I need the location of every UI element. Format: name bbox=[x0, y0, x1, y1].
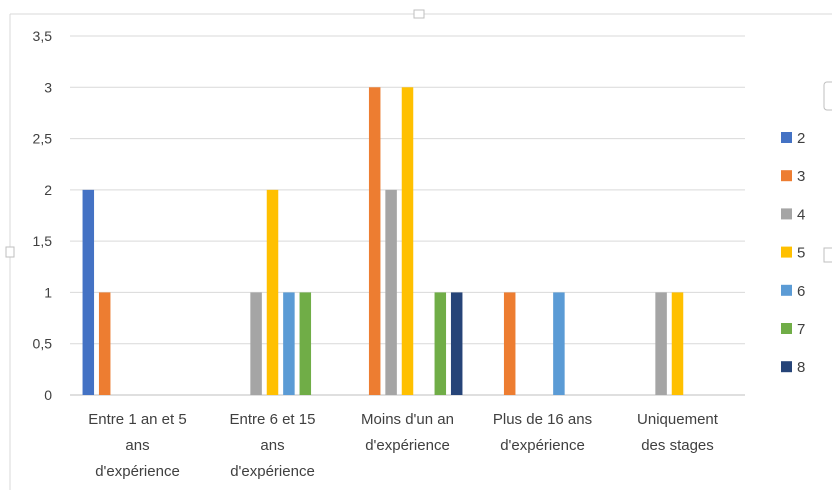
legend-label: 2 bbox=[797, 130, 805, 147]
legend-label: 5 bbox=[797, 245, 805, 262]
bar-series-7[interactable] bbox=[299, 292, 312, 395]
resize-handle-top[interactable] bbox=[413, 9, 425, 19]
legend-label: 6 bbox=[797, 283, 805, 300]
bar-series-5[interactable] bbox=[266, 189, 279, 395]
bar-series-5[interactable] bbox=[401, 87, 414, 396]
legend-swatch[interactable] bbox=[781, 170, 792, 182]
x-axis: Entre 1 an et 5 ans d'expérience Entre 6 et… bbox=[88, 411, 718, 480]
y-axis: 0 0,5 1 1,5 2 2,5 3 3,5 bbox=[33, 28, 53, 403]
x-tick-label: Uniquement bbox=[637, 411, 719, 428]
legend-swatch[interactable] bbox=[781, 132, 792, 143]
legend-label: 8 bbox=[797, 359, 805, 376]
chart-filter-handle[interactable] bbox=[823, 247, 832, 263]
x-tick-label: Moins d'un an bbox=[361, 411, 454, 428]
x-tick-label: d'expérience bbox=[95, 463, 180, 480]
bar-series-4[interactable] bbox=[385, 189, 397, 395]
chart-elements-button[interactable] bbox=[823, 81, 832, 111]
legend-swatch[interactable] bbox=[781, 361, 792, 373]
legend: 2 3 4 5 6 7 8 bbox=[781, 130, 805, 376]
legend-swatch[interactable] bbox=[781, 208, 792, 220]
x-tick-label: Plus de 16 ans bbox=[493, 411, 592, 428]
resize-handle-left[interactable] bbox=[5, 246, 15, 258]
y-tick-label: 1,5 bbox=[33, 233, 53, 249]
bar-series-4[interactable] bbox=[250, 292, 262, 395]
bar-series-3[interactable] bbox=[98, 292, 111, 395]
y-tick-label: 2,5 bbox=[33, 131, 53, 147]
bar-series-6[interactable] bbox=[283, 292, 295, 395]
x-tick-label: ans bbox=[125, 437, 149, 454]
x-tick-label: d'expérience bbox=[500, 437, 585, 454]
bar-series-3[interactable] bbox=[503, 292, 516, 395]
x-tick-label: d'expérience bbox=[365, 437, 450, 454]
x-tick-label: Entre 1 an et 5 bbox=[88, 411, 186, 428]
y-tick-label: 3 bbox=[44, 79, 52, 95]
legend-swatch[interactable] bbox=[781, 246, 792, 258]
bars bbox=[82, 87, 684, 396]
x-tick-label: des stages bbox=[641, 437, 714, 454]
y-tick-label: 0,5 bbox=[33, 336, 53, 352]
legend-label: 3 bbox=[797, 168, 805, 185]
x-tick-label: Entre 6 et 15 bbox=[230, 411, 316, 428]
bar-series-7[interactable] bbox=[434, 292, 447, 395]
y-tick-label: 3,5 bbox=[33, 28, 53, 44]
legend-swatch[interactable] bbox=[781, 323, 792, 334]
x-tick-label: ans bbox=[260, 437, 284, 454]
bar-series-6[interactable] bbox=[553, 292, 565, 395]
bar-series-2[interactable] bbox=[82, 189, 95, 395]
legend-label: 4 bbox=[797, 206, 805, 223]
bar-series-3[interactable] bbox=[368, 87, 381, 396]
y-tick-label: 0 bbox=[44, 387, 52, 403]
y-tick-label: 2 bbox=[44, 182, 52, 198]
bar-series-8[interactable] bbox=[450, 292, 463, 395]
x-tick-label: d'expérience bbox=[230, 463, 315, 480]
legend-label: 7 bbox=[797, 321, 805, 338]
y-tick-label: 1 bbox=[44, 284, 52, 300]
bar-series-5[interactable] bbox=[671, 292, 684, 395]
legend-swatch[interactable] bbox=[781, 284, 792, 296]
bar-series-4[interactable] bbox=[655, 292, 667, 395]
